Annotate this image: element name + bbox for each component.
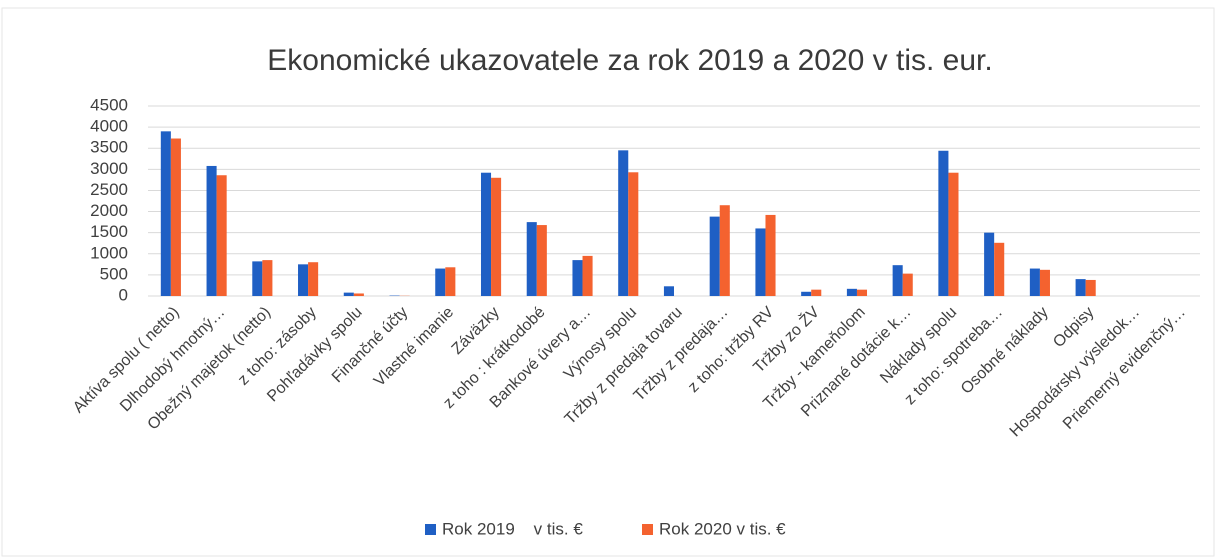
bar bbox=[160, 131, 171, 296]
bar bbox=[765, 214, 776, 296]
bar bbox=[719, 205, 730, 296]
bar bbox=[1085, 279, 1096, 296]
bar bbox=[663, 286, 674, 296]
x-tick-label: Vlastné imanie bbox=[371, 304, 457, 390]
bar bbox=[948, 172, 959, 296]
legend-label: Rok 2019 v tis. € bbox=[442, 519, 583, 538]
bar bbox=[206, 165, 217, 296]
x-tick-label: z toho: zásoby bbox=[235, 304, 320, 389]
bar bbox=[480, 172, 492, 296]
chart-border bbox=[1, 7, 1215, 557]
bar bbox=[994, 242, 1005, 296]
bar bbox=[536, 225, 547, 296]
chart-title: Ekonomické ukazovatele za rok 2019 a 202… bbox=[267, 44, 992, 77]
bar bbox=[628, 172, 639, 296]
bar bbox=[846, 288, 857, 296]
bar bbox=[435, 268, 446, 296]
y-tick-label: 3500 bbox=[90, 138, 128, 157]
bar bbox=[709, 216, 720, 296]
bar bbox=[170, 138, 181, 296]
bar bbox=[902, 273, 913, 296]
bar bbox=[526, 222, 537, 296]
y-tick-label: 1000 bbox=[90, 243, 128, 262]
y-tick-label: 3000 bbox=[90, 159, 128, 178]
bar bbox=[801, 291, 812, 296]
y-tick-label: 0 bbox=[119, 285, 128, 304]
bar bbox=[252, 261, 263, 296]
x-tick-label: Osobné náklady bbox=[958, 304, 1052, 398]
y-tick-label: 4000 bbox=[90, 117, 128, 136]
bar bbox=[892, 265, 903, 296]
bar bbox=[308, 262, 319, 296]
bar bbox=[216, 175, 227, 296]
bar bbox=[618, 150, 629, 296]
bar bbox=[445, 267, 456, 296]
legend-swatch bbox=[642, 524, 653, 535]
bar bbox=[1039, 269, 1050, 296]
bar bbox=[298, 264, 309, 296]
legend-swatch bbox=[425, 524, 436, 535]
bar bbox=[755, 228, 766, 296]
bar bbox=[582, 255, 593, 296]
bar bbox=[984, 232, 995, 296]
bar bbox=[353, 293, 364, 296]
bar bbox=[938, 150, 949, 296]
bar bbox=[262, 260, 273, 296]
bar bbox=[491, 177, 502, 296]
y-tick-label: 2500 bbox=[90, 180, 128, 199]
y-tick-label: 1500 bbox=[90, 222, 128, 241]
bar bbox=[856, 289, 868, 296]
bar bbox=[811, 289, 822, 296]
legend-label: Rok 2020 v tis. € bbox=[659, 519, 786, 538]
y-tick-label: 500 bbox=[100, 264, 128, 283]
bar bbox=[1075, 279, 1086, 296]
bar bbox=[343, 292, 354, 296]
bar bbox=[1029, 268, 1040, 296]
y-tick-label: 4500 bbox=[90, 95, 128, 114]
bar bbox=[572, 260, 583, 296]
y-tick-label: 2000 bbox=[90, 201, 128, 220]
